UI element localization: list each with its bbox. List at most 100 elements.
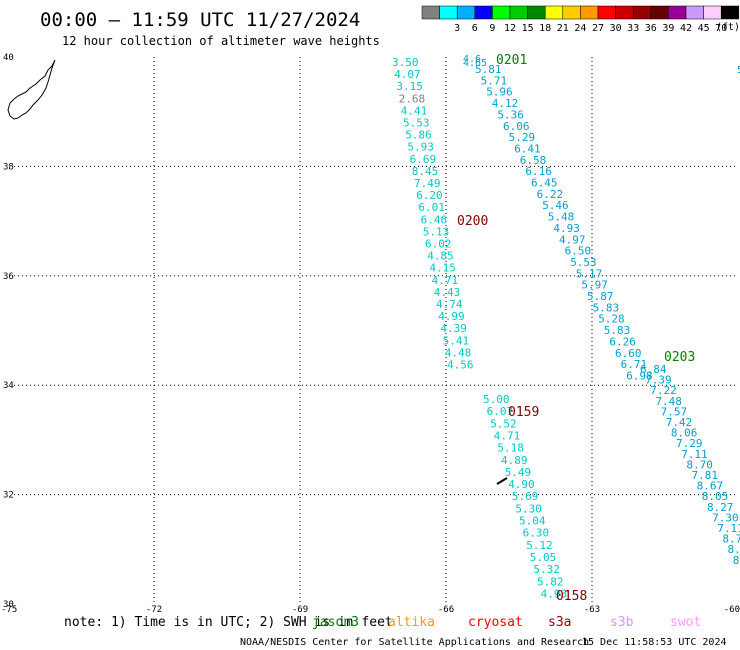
mission-jason3: jason3 [312, 615, 359, 630]
legend-swatch [580, 5, 599, 20]
lon-label: -75 [1, 605, 17, 615]
track-0201: 5.815.715.964.125.366.065.296.416.586.16… [475, 53, 653, 382]
lon-label: -63 [584, 605, 600, 615]
legend-tick-label: 27 [592, 23, 604, 34]
coastline [7, 59, 56, 120]
wave-height-label: 7.22 [650, 384, 677, 397]
legend-swatch [720, 5, 740, 20]
legend-tick-label: 42 [680, 23, 692, 34]
legend-tick-label: 12 [504, 23, 516, 34]
wave-height-label: 7.30 [712, 511, 739, 524]
wave-height-label: 7.42 [666, 416, 693, 429]
wave-height-label: 4.43 [434, 286, 461, 299]
wave-height-label: 8.27 [707, 501, 734, 514]
legend-tick-label: 9 [489, 23, 495, 34]
wave-height-label: 5.53 [403, 117, 430, 130]
legend-tick-label: 15 [522, 23, 534, 34]
wave-height-label: 6.26 [609, 335, 636, 348]
wave-height-label: 3.15 [396, 80, 423, 93]
legend-swatch [527, 5, 546, 20]
wave-height-label: 5.17 [576, 267, 603, 280]
wave-height-label: 5.04 [519, 515, 546, 528]
wave-height-label: 5.86 [405, 129, 432, 142]
wave-height-label: 5.36 [497, 108, 524, 121]
legend-swatch [544, 5, 564, 20]
wave-height-label: 6.45 [531, 177, 558, 190]
legend-tick-label: 6 [472, 23, 478, 34]
track-0203: 6.847.397.227.487.577.428.067.297.118.70… [640, 350, 740, 567]
pass-time-label: 0201 [496, 53, 527, 68]
wave-height-label: 5.12 [526, 539, 553, 552]
wave-height-label: 4.65 [463, 58, 487, 69]
wave-height-label: 5.28 [598, 313, 625, 326]
legend-swatch [615, 5, 634, 20]
wave-height-label: 4.41 [401, 104, 428, 117]
legend-swatch [632, 5, 652, 20]
legend-swatch [703, 5, 722, 20]
lat-lon-grid [14, 57, 738, 604]
wave-height-label: 5.13 [423, 225, 450, 238]
wave-height-label: 5.83 [604, 324, 631, 337]
wave-height-label: 4.12 [492, 97, 519, 110]
legend-tick-label: 70 [715, 23, 727, 34]
wave-height-label: 7.48 [655, 395, 682, 408]
wave-height-label: 4.71 [432, 274, 459, 287]
data-marker [496, 477, 508, 485]
wave-height-label: 6.41 [514, 142, 541, 155]
lon-label: -66 [438, 605, 454, 615]
wave-height-label: 6.46 [421, 213, 448, 226]
legend-swatch [492, 5, 511, 20]
wave-height-label: 7.81 [692, 469, 719, 482]
wave-height-label: 4.93 [553, 222, 580, 235]
wave-height-label: 6.50 [565, 245, 592, 258]
footer-note: note: 1) Time is in UTC; 2) SWH is in fe… [64, 615, 393, 630]
mission-legend: jason3 altika cryosat s3a s3b swot [312, 615, 701, 630]
wave-height-label: 5.18 [497, 442, 524, 455]
mission-s3b: s3b [610, 615, 634, 630]
wave-height-label: 5.41 [443, 334, 470, 347]
legend-swatch [474, 5, 493, 20]
wave-height-label: 5.49 [505, 466, 531, 479]
wave-height-label: 7.29 [676, 437, 703, 450]
satellite-tracks: 5.815.715.964.125.366.065.296.416.586.16… [392, 53, 740, 604]
wave-height-label: 8. [733, 554, 740, 567]
wave-height-label: 8.67 [697, 480, 724, 493]
wave-height-label: 4.71 [494, 429, 521, 442]
wave-height-label: 6.07 [487, 405, 513, 418]
wave-height-label: 5.97 [581, 279, 608, 292]
wave-height-label: 2.68 [399, 92, 426, 105]
wave-height-label: 6.16 [525, 165, 552, 178]
wave-height-label: 8.06 [671, 427, 698, 440]
wave-height-label: 5.71 [481, 74, 508, 87]
footer-timestamp: 15 Dec 11:58:53 UTC 2024 [582, 637, 727, 648]
wave-height-label: 5.93 [407, 141, 434, 154]
wave-height-label: 5.30 [515, 502, 542, 515]
legend-swatch [562, 5, 581, 20]
track-0159: 5.006.075.524.715.184.895.494.905.695.30… [483, 393, 567, 600]
wave-height-label: 4.93 [541, 587, 568, 600]
wave-height-label: 7.39 [645, 374, 672, 387]
wave-height-label: 8.5 [728, 543, 740, 556]
legend-tick-label: 24 [574, 23, 586, 34]
footer-credit: NOAA/NESDIS Center for Satellite Applica… [240, 637, 589, 648]
legend-swatch [650, 5, 669, 20]
legend-tick-label: 45 [698, 23, 710, 34]
wave-height-label: 5.96 [486, 86, 513, 99]
wave-height-label: 4.85 [427, 250, 454, 263]
legend-unit: (ft) [716, 22, 740, 33]
wave-height-label: 5 [737, 65, 740, 76]
lon-label: -60 [724, 605, 740, 615]
wave-height-label: 5.69 [512, 490, 539, 503]
wave-height-label: 6.02 [425, 238, 452, 251]
lat-label: 36 [3, 272, 14, 282]
wave-height-label: 5.48 [548, 211, 575, 224]
mission-swot: swot [670, 615, 701, 630]
page-subtitle: 12 hour collection of altimeter wave hei… [62, 34, 380, 48]
wave-height-label: 6.06 [503, 120, 530, 133]
wave-height-label: 5.52 [490, 417, 517, 430]
wave-height-label: 4.15 [429, 262, 456, 275]
lat-label: 30 [3, 600, 14, 610]
wave-height-label: 5.53 [570, 256, 597, 269]
mission-s3a: s3a [548, 615, 571, 630]
wave-height-label: 8.74 [722, 533, 740, 546]
